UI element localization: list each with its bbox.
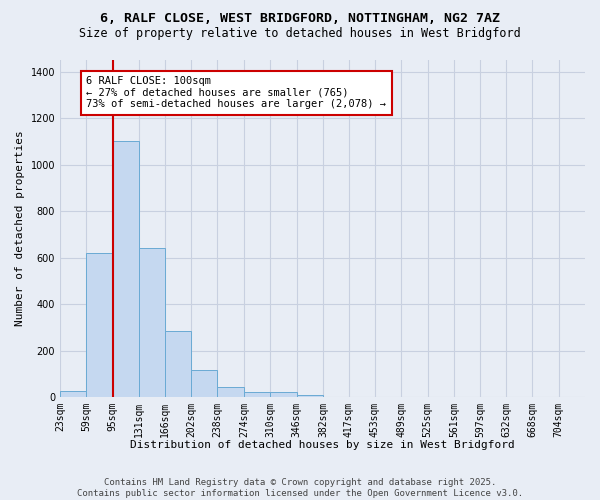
Text: Contains HM Land Registry data © Crown copyright and database right 2025.
Contai: Contains HM Land Registry data © Crown c… xyxy=(77,478,523,498)
Bar xyxy=(244,392,270,397)
Bar xyxy=(217,386,244,397)
Bar xyxy=(139,248,165,397)
Bar xyxy=(270,392,296,397)
Bar xyxy=(60,392,86,397)
X-axis label: Distribution of detached houses by size in West Bridgford: Distribution of detached houses by size … xyxy=(130,440,515,450)
Bar xyxy=(113,142,139,397)
Text: Size of property relative to detached houses in West Bridgford: Size of property relative to detached ho… xyxy=(79,28,521,40)
Bar xyxy=(191,370,217,397)
Bar xyxy=(165,331,191,397)
Text: 6, RALF CLOSE, WEST BRIDGFORD, NOTTINGHAM, NG2 7AZ: 6, RALF CLOSE, WEST BRIDGFORD, NOTTINGHA… xyxy=(100,12,500,26)
Y-axis label: Number of detached properties: Number of detached properties xyxy=(15,130,25,326)
Text: 6 RALF CLOSE: 100sqm
← 27% of detached houses are smaller (765)
73% of semi-deta: 6 RALF CLOSE: 100sqm ← 27% of detached h… xyxy=(86,76,386,110)
Bar xyxy=(86,253,113,397)
Bar xyxy=(296,395,323,397)
